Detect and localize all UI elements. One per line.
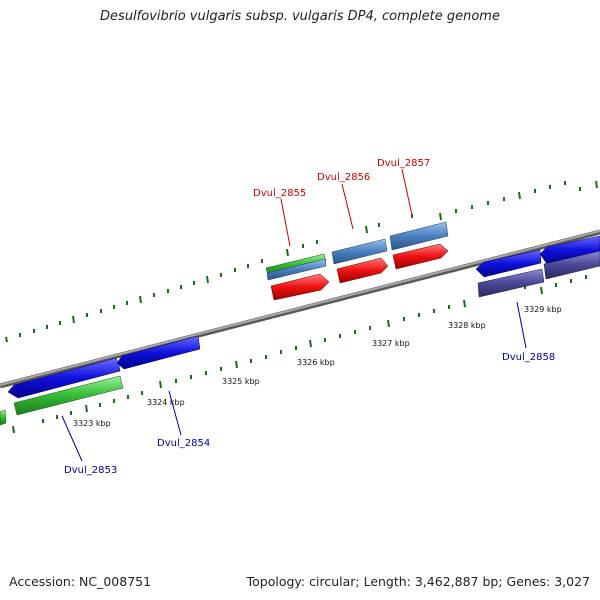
gene-feature-blue[interactable] [539,235,600,265]
inner-tick [235,360,238,369]
gene-feature-slate[interactable] [477,268,545,298]
forward-features-left [7,335,201,399]
gene-feature-steel[interactable] [389,221,449,251]
gene-feature-steel[interactable] [266,258,327,281]
kbp-label: 3324 kbp [147,398,185,407]
gene-feature-red[interactable] [336,257,389,284]
kbp-label: 3325 kbp [222,377,260,386]
inner-tick [463,299,466,308]
gene-feature-blue[interactable] [475,249,542,278]
inner-tick [540,286,543,295]
leader-line-dvul-2853 [61,415,83,462]
outer-tick [206,275,209,284]
outer-tick [518,191,521,200]
inner-tick [159,380,162,389]
gene-cluster-middle [265,221,449,301]
gene-feature-green[interactable] [0,409,7,426]
kbp-label: 3326 kbp [297,358,335,367]
gene-feature-green[interactable] [13,375,124,416]
gene-label-dvul-2857[interactable]: Dvul_2857 [377,158,430,169]
gene-feature-red[interactable] [270,273,330,301]
inner-tick [387,319,390,328]
outer-tick [286,248,289,257]
genome-backbone [0,229,600,389]
gene-label-leaders [61,168,527,462]
leader-line-dvul-2858 [516,301,527,349]
gene-cluster-right [475,235,600,298]
gene-feature-slate[interactable] [543,250,600,280]
gene-feature-blue[interactable] [7,357,121,399]
accession-text: Accession: NC_008751 [9,574,152,589]
kbp-label: 3327 kbp [372,339,410,348]
outer-tick [365,225,368,234]
inner-tick [309,339,312,348]
inner-tick [12,425,15,434]
genome-summary-text: Topology: circular; Length: 3,462,887 bp… [246,574,590,589]
scale-labels: 3323 kbp 3324 kbp 3325 kbp 3326 kbp 3327… [73,305,562,428]
inner-tick [85,404,88,413]
outer-tick [72,315,75,324]
gene-label-dvul-2853[interactable]: Dvul_2853 [64,465,117,476]
kbp-label: 3329 kbp [524,305,562,314]
leader-line-dvul-2856 [341,183,354,230]
inner-tick-track [12,275,587,434]
gene-label-dvul-2856[interactable]: Dvul_2856 [317,172,370,183]
outer-tick-track [5,180,598,343]
leader-line-dvul-2854 [168,390,182,436]
outer-tick [139,295,142,304]
kbp-label: 3323 kbp [73,419,111,428]
kbp-label: 3328 kbp [448,321,486,330]
leader-line-dvul-2855 [280,198,291,247]
gene-feature-steel[interactable] [331,238,388,265]
outer-tick [439,212,442,221]
gene-label-dvul-2855[interactable]: Dvul_2855 [253,188,306,199]
gene-label-dvul-2854[interactable]: Dvul_2854 [157,438,210,449]
reverse-features-left [0,375,124,426]
outer-tick [5,336,8,343]
gene-feature-blue[interactable] [116,335,201,370]
gene-labels: Dvul_2855 Dvul_2856 Dvul_2857 Dvul_2853 … [64,158,555,476]
genome-title: Desulfovibrio vulgaris subsp. vulgaris D… [100,9,500,24]
gene-feature-red[interactable] [392,243,449,270]
outer-tick [595,180,598,189]
gene-label-dvul-2858[interactable]: Dvul_2858 [502,352,555,363]
leader-line-dvul-2857 [401,168,413,216]
